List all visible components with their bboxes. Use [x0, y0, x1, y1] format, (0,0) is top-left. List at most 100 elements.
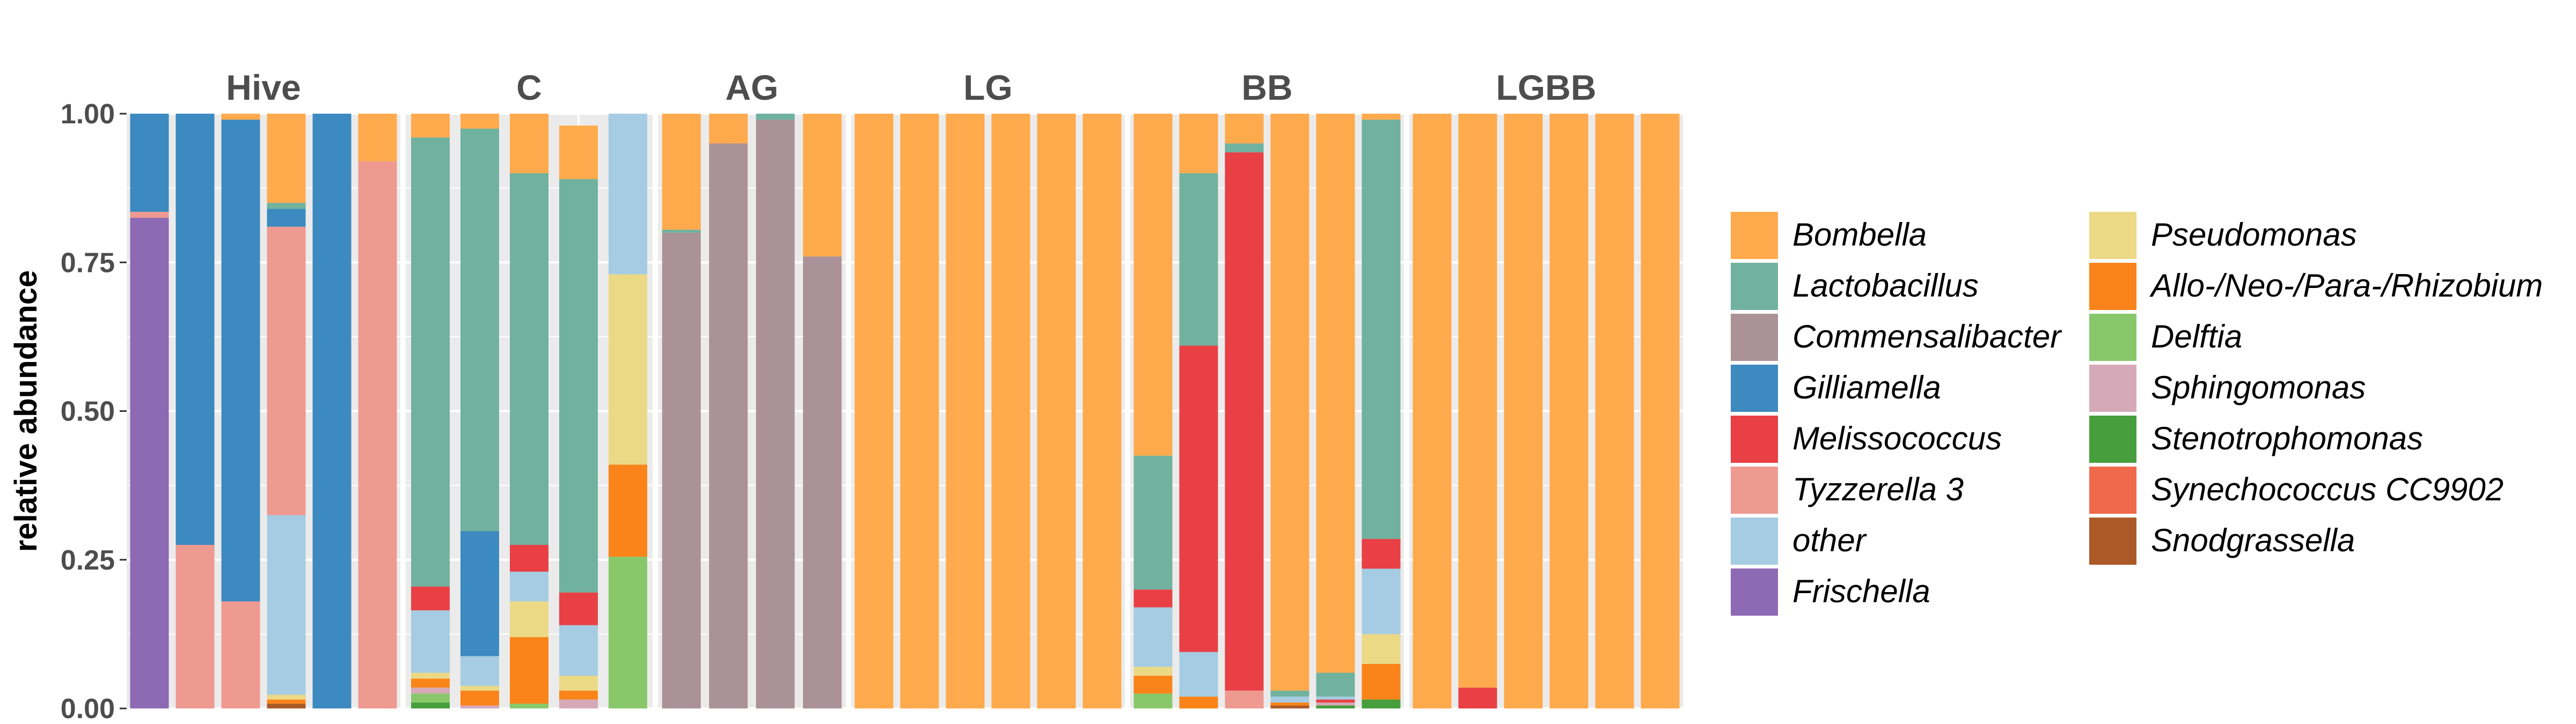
- bar-lg-4: [991, 114, 1030, 708]
- bar-segment-lactobacillus: [662, 230, 701, 233]
- bar-segment-melissococcus: [1133, 589, 1173, 608]
- bar-segment-other: [559, 625, 598, 676]
- legend-key: [2089, 416, 2136, 463]
- bar-hive-2: [175, 114, 215, 708]
- bar-ag-3: [756, 114, 795, 709]
- bar-segment-other: [609, 114, 647, 275]
- legend-key: [2089, 365, 2136, 412]
- bar-segment-other: [1362, 568, 1401, 634]
- bar-ag-4: [803, 114, 842, 708]
- legend-label: Commensalibacter: [1792, 319, 2062, 354]
- legend-label: Delftia: [2151, 319, 2242, 354]
- bar-segment-snodgrassella: [267, 704, 306, 708]
- legend-label: Lactobacillus: [1792, 268, 1979, 304]
- bar-segment-melissococcus: [1316, 699, 1355, 703]
- bar-segment-allo-neo-para-rhizobium: [1270, 702, 1309, 706]
- bar-segment-bombella: [1225, 114, 1264, 144]
- legend-key: [1731, 365, 1778, 412]
- bar-bb-5: [1316, 114, 1355, 708]
- bar-segment-gilliamella: [312, 114, 352, 708]
- bar-segment-lactobacillus: [1179, 173, 1218, 346]
- bar-segment-bombella: [946, 114, 985, 708]
- bar-segment-bombella: [267, 114, 306, 203]
- bar-bb-2: [1179, 114, 1218, 708]
- bar-segment-commensalibacter: [709, 143, 748, 709]
- bar-segment-tyzzerella-3: [267, 226, 306, 515]
- legend-label: other: [1792, 522, 1867, 558]
- facet-panel-lgbb: LGBB: [1409, 68, 1683, 710]
- bar-hive-1: [130, 114, 169, 708]
- y-tick-label: 0.75: [61, 247, 115, 278]
- legend-item-gilliamella: Gilliamella: [1731, 365, 1941, 412]
- bar-segment-lactobacillus: [1316, 673, 1355, 697]
- bar-segment-bombella: [991, 114, 1030, 708]
- bar-bb-4: [1270, 114, 1309, 708]
- legend-item-other: other: [1731, 518, 1867, 565]
- bar-segment-melissococcus: [411, 586, 450, 611]
- bar-segment-allo-neo-para-rhizobium: [267, 699, 306, 704]
- bar-segment-melissococcus: [559, 592, 598, 625]
- legend-key: [1731, 416, 1778, 463]
- bar-bb-6: [1362, 114, 1401, 708]
- bar-segment-bombella: [1458, 114, 1497, 688]
- legend: Bombella Lactobacillus Commensalibacter Gil…: [1731, 212, 2543, 616]
- bar-segment-allo-neo-para-rhizobium: [559, 690, 598, 700]
- legend-item-delftia: Delftia: [2089, 314, 2242, 361]
- legend-label: Gilliamella: [1792, 370, 1941, 405]
- bar-segment-commensalibacter: [662, 232, 701, 708]
- legend-item-bombella: Bombella: [1731, 212, 1927, 259]
- bar-lgbb-3: [1504, 114, 1543, 708]
- bar-segment-tyzzerella-3: [130, 211, 169, 218]
- legend-item-melissococcus: Melissococcus: [1731, 416, 2002, 463]
- bar-segment-commensalibacter: [803, 256, 842, 708]
- bar-segment-bombella: [460, 114, 499, 129]
- facet-title-c: C: [516, 68, 542, 107]
- bar-segment-bombella: [1413, 114, 1452, 708]
- legend-key: [2089, 467, 2136, 514]
- bar-segment-delftia: [411, 693, 450, 703]
- bar-segment-lactobacillus: [559, 179, 598, 593]
- legend-item-synechococcus-cc9902: Synechococcus CC9902: [2089, 467, 2504, 514]
- bar-segment-bombella: [411, 114, 450, 138]
- bar-segment-sphingomonas: [559, 699, 598, 708]
- bar-segment-pseudomonas: [559, 676, 598, 691]
- bar-segment-delftia: [1133, 693, 1173, 708]
- legend-label: Allo-/Neo-/Para-/Rhizobium: [2149, 268, 2543, 304]
- legend-item-snodgrassella: Snodgrassella: [2089, 518, 2355, 565]
- bar-segment-allo-neo-para-rhizobium: [609, 464, 647, 557]
- bar-segment-allo-neo-para-rhizobium: [1362, 663, 1401, 700]
- bar-c-4: [559, 114, 598, 708]
- bar-segment-melissococcus: [1458, 688, 1497, 708]
- bar-segment-lactobacillus: [267, 203, 306, 209]
- bar-segment-pseudomonas: [609, 274, 647, 465]
- legend-key: [1731, 568, 1778, 616]
- bar-segment-bombella: [1316, 114, 1355, 673]
- facet-panels: Hive C AG LG BB LGBB: [127, 68, 1683, 710]
- legend-label: Melissococcus: [1792, 420, 2002, 456]
- bar-segment-stenotrophomonas: [411, 702, 450, 708]
- bar-segment-lactobacillus: [756, 114, 795, 120]
- legend-item-allo-neo-para-rhizobium: Allo-/Neo-/Para-/Rhizobium: [2089, 263, 2543, 310]
- bar-segment-allo-neo-para-rhizobium: [411, 678, 450, 688]
- bar-segment-sphingomonas: [411, 688, 450, 694]
- bar-segment-bombella: [1362, 114, 1401, 120]
- bar-lgbb-6: [1641, 114, 1680, 708]
- bar-segment-pseudomonas: [1362, 634, 1401, 664]
- bar-segment-melissococcus: [1225, 152, 1264, 691]
- bar-lg-2: [900, 114, 939, 708]
- bar-segment-frischella: [130, 218, 169, 708]
- bar-segment-sphingomonas: [460, 705, 499, 708]
- y-tick-label: 1.00: [61, 99, 115, 130]
- bar-segment-sphingomonas: [1316, 702, 1355, 706]
- bar-segment-tyzzerella-3: [1225, 690, 1264, 708]
- legend-label: Sphingomonas: [2151, 370, 2366, 405]
- legend-label: Stenotrophomonas: [2151, 420, 2423, 456]
- bar-segment-bombella: [1595, 114, 1634, 708]
- bar-segment-lactobacillus: [1133, 455, 1173, 590]
- bar-segment-bombella: [1133, 114, 1173, 456]
- bar-lgbb-1: [1413, 114, 1452, 708]
- bar-segment-tyzzerella-3: [175, 545, 215, 708]
- bar-lg-3: [946, 114, 985, 708]
- bar-segment-tyzzerella-3: [221, 601, 260, 708]
- bar-segment-bombella: [1179, 114, 1218, 173]
